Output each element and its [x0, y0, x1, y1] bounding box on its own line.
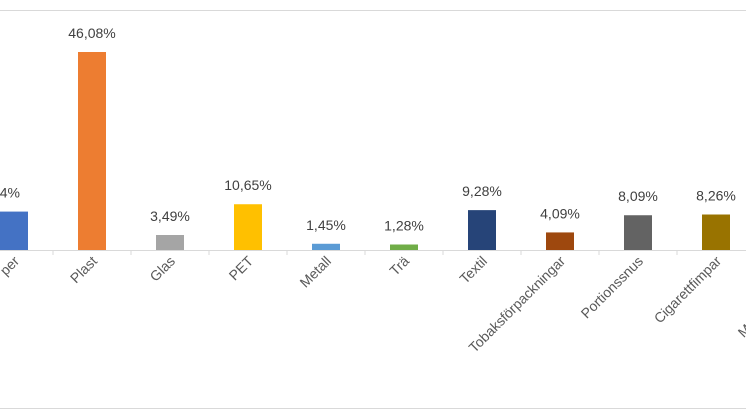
value-label: 4,09%	[540, 205, 580, 221]
x-tick-label: Plast	[67, 253, 100, 286]
x-tick-label: PET	[226, 252, 257, 283]
x-tick-label: M	[735, 321, 746, 341]
value-label: 1,45%	[306, 217, 346, 233]
bar	[390, 244, 418, 250]
bar	[0, 211, 28, 250]
bar	[312, 243, 340, 250]
value-label: ,94%	[0, 185, 20, 201]
value-label: 46,08%	[68, 25, 115, 41]
x-tick-label: per	[0, 253, 22, 279]
bar	[546, 232, 574, 250]
bar	[156, 235, 184, 250]
bar	[78, 52, 106, 250]
bar	[468, 210, 496, 250]
bar	[624, 215, 652, 250]
value-label: 8,26%	[696, 188, 736, 204]
x-tick-label: Textil	[456, 253, 490, 287]
value-label: 8,09%	[618, 188, 658, 204]
x-tick-label: Cigarettfimpar	[651, 253, 725, 327]
bar	[702, 214, 730, 250]
value-label: 10,65%	[224, 177, 271, 193]
value-label: 3,49%	[150, 208, 190, 224]
x-tick-label: Metall	[296, 253, 334, 291]
x-tick-label: Glas	[146, 253, 178, 285]
x-tick-label: Trä	[386, 253, 412, 279]
bar	[234, 204, 262, 250]
value-label: 1,28%	[384, 218, 424, 234]
value-label: 9,28%	[462, 183, 502, 199]
x-tick-label: Portionssnus	[578, 253, 647, 322]
